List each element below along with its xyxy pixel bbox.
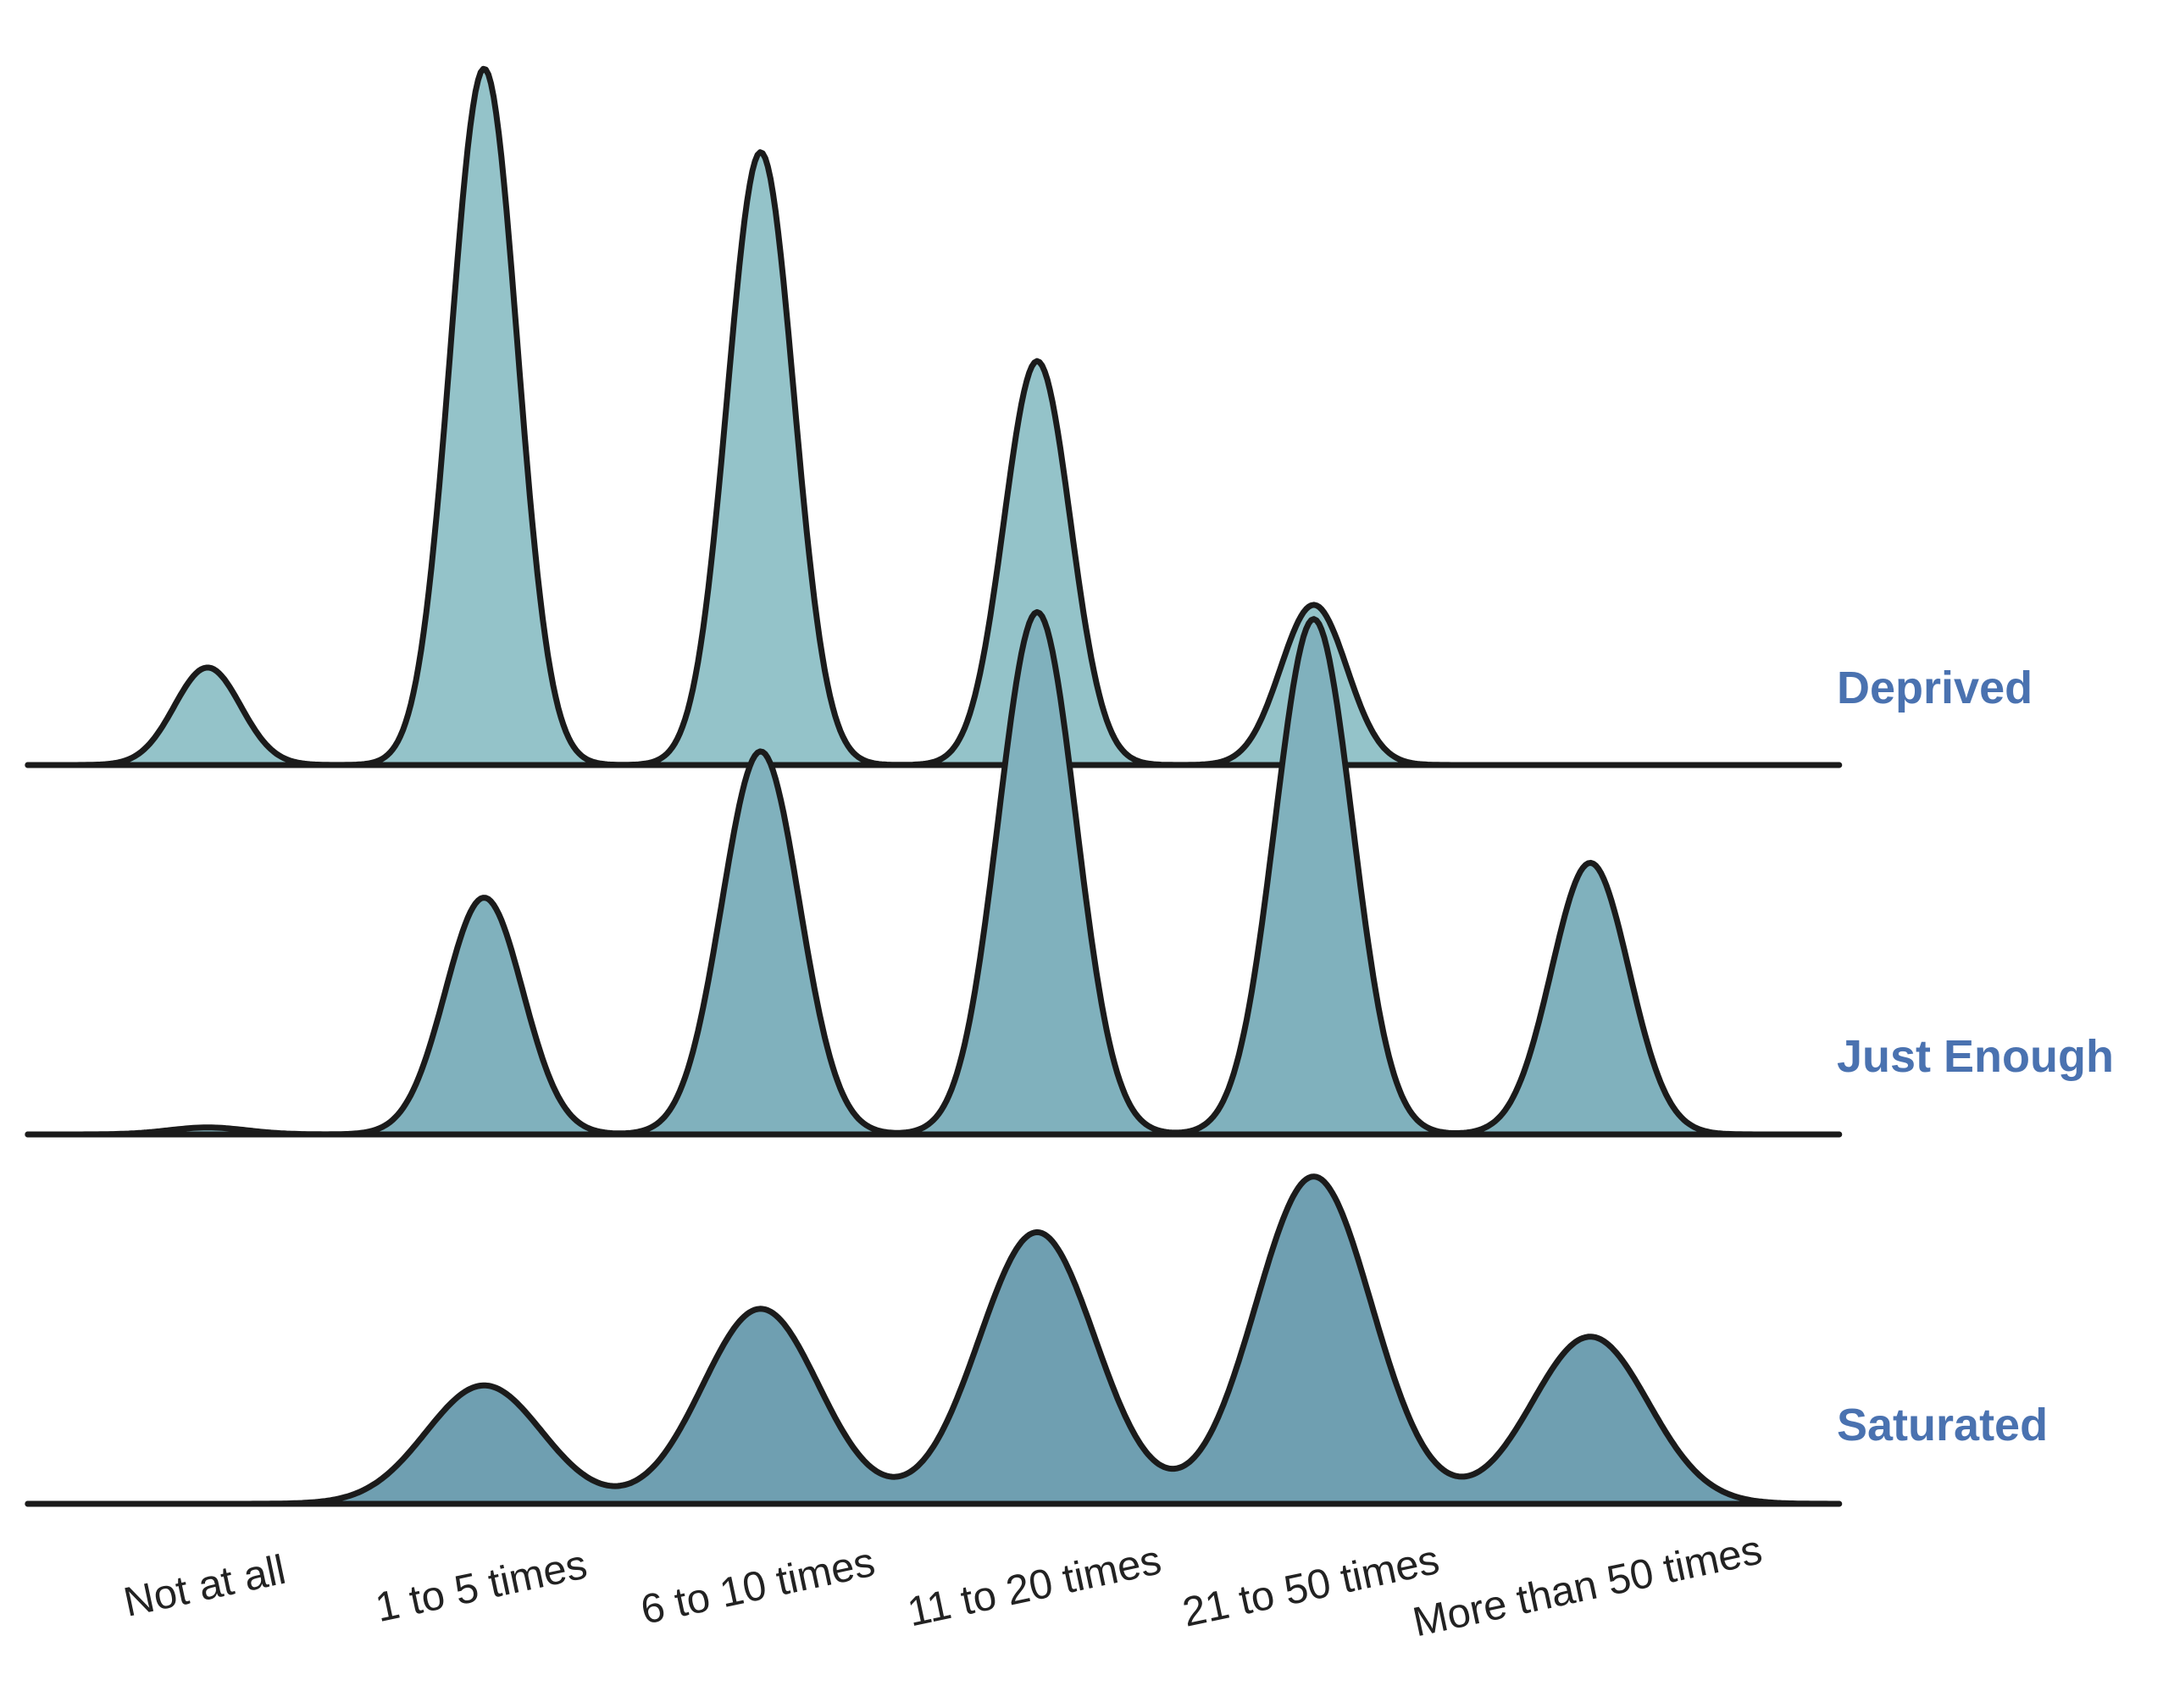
x-tick-label: More than 50 times [1409, 1527, 1766, 1645]
x-tick-label: Not at all [119, 1547, 289, 1626]
x-tick-label: 1 to 5 times [372, 1542, 591, 1631]
ridge-just-enough: Just Enough [25, 609, 2114, 1138]
density-area [25, 1173, 1843, 1507]
x-tick-label: 21 to 50 times [1179, 1537, 1443, 1636]
series-label: Just Enough [1837, 1031, 2114, 1082]
ridges: Deprived Just Enough Saturated [25, 65, 2114, 1507]
ridge-saturated: Saturated [25, 1173, 2048, 1507]
x-tick-labels: Not at all 1 to 5 times 6 to 10 times 11 to… [119, 1527, 1766, 1645]
x-tick-label: 6 to 10 times [637, 1539, 879, 1633]
density-area [25, 609, 1843, 1138]
density-area [25, 65, 1843, 768]
x-tick-label: 11 to 20 times [904, 1537, 1166, 1635]
series-label: Saturated [1837, 1400, 2048, 1450]
ridge-deprived: Deprived [25, 65, 2033, 768]
series-label: Deprived [1837, 663, 2033, 713]
